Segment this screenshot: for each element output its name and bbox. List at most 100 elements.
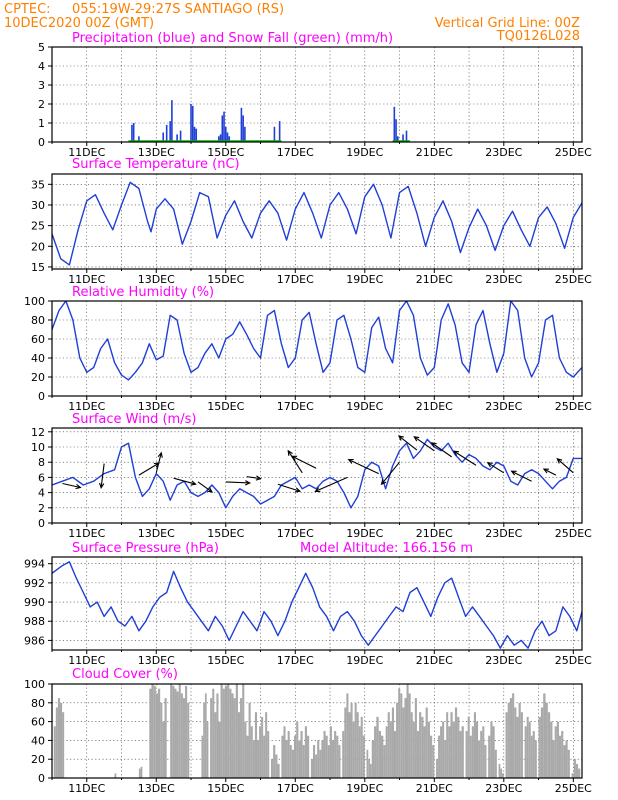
cloud-bar <box>526 716 529 778</box>
precip-ytick-label: 2 <box>38 98 45 111</box>
cloud-bar <box>323 731 326 778</box>
pres-xtick-label: 21DEC <box>416 654 453 667</box>
cloud-bar <box>261 716 264 778</box>
cloud-bar <box>429 735 433 778</box>
cloud-bar <box>254 712 258 778</box>
wind-arrow <box>225 480 252 486</box>
precip-ytick-label: 5 <box>38 41 45 54</box>
cloud-bar <box>471 726 474 778</box>
cloud-bar <box>385 726 388 778</box>
cloud-bar <box>398 688 401 778</box>
rh-ytick-label: 100 <box>24 295 45 308</box>
cloud-bar <box>520 712 523 778</box>
cloud-bar <box>259 726 262 778</box>
pres-marks <box>52 561 582 649</box>
wind-series-line <box>52 438 582 509</box>
cloud-bar <box>442 721 445 778</box>
rh-ytick-label: 0 <box>38 390 45 403</box>
cloud-bar <box>227 684 230 778</box>
rh-title: Relative Humidity (%) <box>72 285 214 300</box>
cloud-bar <box>571 773 574 778</box>
precip-ytick-label: 3 <box>38 79 45 92</box>
cloud-bar <box>263 735 266 778</box>
cloud-bar <box>476 721 479 778</box>
pres-xtick-label: 13DEC <box>138 654 175 667</box>
cloud-bar <box>494 749 497 778</box>
wind-arrow <box>173 477 197 486</box>
precip-bar <box>405 130 408 142</box>
wind-xtick-label: 11DEC <box>68 527 105 540</box>
cloud-bar <box>220 684 223 778</box>
cloud-bar <box>573 759 576 778</box>
cloud-bar <box>368 759 370 778</box>
cloud-bar <box>216 693 219 778</box>
cloud-bar <box>507 702 510 778</box>
precip-bar <box>195 128 198 142</box>
cloud-bar <box>358 726 361 778</box>
wind-arrow <box>397 435 418 451</box>
cloud-bar <box>480 731 483 778</box>
cloud-ytick-label: 60 <box>31 716 45 729</box>
rh-ytick-label: 40 <box>31 352 45 365</box>
rh-xtick-label: 19DEC <box>346 400 383 413</box>
cloud-bar <box>432 745 435 778</box>
cloud-bar <box>356 712 359 778</box>
precip-bar <box>171 100 173 142</box>
cloud-bar <box>374 726 377 778</box>
cloud-bar <box>55 707 58 778</box>
cloud-bar <box>319 749 322 778</box>
cloud-bar <box>438 735 441 778</box>
precip-xtick-label: 17DEC <box>277 146 314 159</box>
precip-bar <box>224 126 227 142</box>
cloud-bar <box>348 712 351 778</box>
cloud-bar <box>287 731 290 778</box>
temp-frame <box>51 173 583 270</box>
pres-subtitle: Model Altitude: 166.156 m <box>300 541 473 556</box>
cloud-xtick-label: 17DEC <box>277 782 314 795</box>
cloud-bar <box>114 773 117 778</box>
cloud-bar <box>185 685 188 778</box>
cloud-bar <box>222 688 225 778</box>
cloud-bar <box>512 693 515 778</box>
precip-bar <box>169 121 171 142</box>
cloud-bar <box>469 735 472 778</box>
header-location: 055:19W-29:27S SANTIAGO (RS) <box>72 2 284 17</box>
precip-bar <box>395 119 397 142</box>
precip-bar <box>193 126 196 142</box>
temp-xtick-label: 21DEC <box>416 273 453 286</box>
cloud-xtick-label: 15DEC <box>207 782 244 795</box>
cloud-bar <box>518 702 521 778</box>
cloud-bar <box>151 684 154 778</box>
rh-marks <box>52 301 582 381</box>
precip-bar <box>190 104 192 142</box>
cloud-bar <box>561 731 564 778</box>
cloud-bar <box>440 726 443 778</box>
cloud-bar <box>275 754 278 778</box>
cloud-bar <box>153 685 156 778</box>
pres-xtick-label: 25DEC <box>555 654 592 667</box>
cloud-bar <box>406 684 409 778</box>
temp-ytick-label: 30 <box>31 199 45 212</box>
cloud-bar <box>214 712 217 778</box>
cloud-bar <box>176 691 179 778</box>
cloud-ytick-label: 100 <box>24 678 45 691</box>
cloud-bar <box>334 731 337 778</box>
wind-arrow <box>314 476 348 493</box>
cloud-bar <box>383 745 386 778</box>
cloud-bar <box>391 707 394 778</box>
cloud-bar <box>277 763 280 778</box>
pres-ytick-label: 992 <box>24 577 45 590</box>
cloud-bar <box>304 726 308 778</box>
cloud-bar <box>265 712 268 778</box>
cloud-bar <box>534 740 537 778</box>
rh-panel: 0 20 40 60 80 100 11DEC 13DEC 15DEC 17DEC 19DEC 21D… <box>24 295 592 413</box>
cloud-bar <box>563 745 566 778</box>
rh-xtick-label: 23DEC <box>485 400 522 413</box>
rh-xtick-label: 17DEC <box>277 400 314 413</box>
cloud-bar <box>457 716 460 778</box>
cloud-bar <box>371 740 375 778</box>
precip-xtick-label: 15DEC <box>207 146 244 159</box>
wind-arrow <box>287 449 303 474</box>
cloud-bar <box>448 726 451 778</box>
